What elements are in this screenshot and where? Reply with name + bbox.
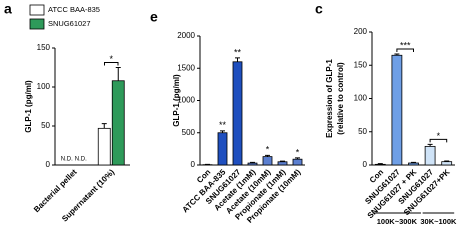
group-label: 100K~300K bbox=[377, 217, 418, 226]
legend-swatch bbox=[29, 4, 45, 16]
bar bbox=[292, 158, 303, 166]
significance-label: * bbox=[109, 54, 113, 64]
y-tick-label: 100 bbox=[354, 94, 368, 103]
error-bar bbox=[427, 143, 433, 147]
error-bar bbox=[444, 160, 450, 162]
error-bar bbox=[101, 123, 107, 129]
significance-label: * bbox=[266, 145, 270, 155]
error-bar bbox=[411, 161, 416, 164]
error-bar bbox=[115, 67, 121, 81]
y-tick-label: 50 bbox=[41, 121, 50, 130]
error-bar bbox=[295, 157, 300, 160]
bar bbox=[247, 162, 258, 166]
bar bbox=[391, 54, 403, 166]
bar bbox=[424, 145, 436, 166]
significance-label: * bbox=[296, 147, 300, 157]
y-tick-label: 500 bbox=[182, 128, 196, 137]
legend-label: SNUG61027 bbox=[48, 19, 91, 28]
y-tick-label: 1500 bbox=[177, 63, 195, 72]
significance-bracket bbox=[429, 138, 448, 143]
y-tick-label: 100 bbox=[37, 82, 51, 91]
y-tick-label: 0 bbox=[191, 160, 196, 169]
error-bar bbox=[265, 154, 270, 157]
bar bbox=[111, 80, 125, 166]
significance-label: * bbox=[437, 131, 441, 141]
error-bar bbox=[220, 130, 225, 133]
bar bbox=[262, 156, 273, 166]
panel-label: e bbox=[150, 9, 158, 25]
value-label: N.D. bbox=[75, 157, 87, 163]
y-tick-label: 200 bbox=[354, 27, 368, 36]
axis bbox=[371, 32, 455, 166]
significance-bracket bbox=[396, 48, 414, 52]
y-tick-label: 2000 bbox=[177, 31, 195, 40]
y-axis-label: GLP-1 (pg/ml) bbox=[24, 80, 33, 133]
panel-label: a bbox=[4, 1, 12, 17]
y-tick-label: 0 bbox=[363, 160, 368, 169]
axis bbox=[199, 36, 305, 166]
bar bbox=[217, 132, 228, 166]
y-axis-label: GLP-1 (pg/ml) bbox=[172, 74, 181, 127]
error-bar bbox=[377, 163, 383, 165]
bar bbox=[97, 127, 111, 166]
y-tick-label: 150 bbox=[37, 43, 51, 52]
significance-label: ** bbox=[219, 120, 227, 130]
y-tick-label: 150 bbox=[354, 60, 368, 69]
legend-swatch bbox=[29, 18, 45, 30]
group-label: 30K~100K bbox=[420, 217, 457, 226]
bar bbox=[441, 161, 453, 166]
panel-label: c bbox=[315, 1, 323, 17]
value-label: N.D. bbox=[61, 157, 73, 163]
error-bar bbox=[280, 160, 285, 162]
y-axis-label: (relative to control) bbox=[336, 62, 345, 135]
error-bar bbox=[394, 53, 400, 56]
significance-bracket bbox=[104, 62, 119, 66]
bar bbox=[277, 161, 288, 166]
error-bar bbox=[250, 161, 255, 164]
legend-label: ATCC BAA-835 bbox=[48, 5, 100, 14]
significance-label: ** bbox=[234, 47, 242, 57]
bar bbox=[408, 162, 419, 166]
bar bbox=[232, 61, 243, 166]
y-tick-label: 1000 bbox=[177, 96, 195, 105]
error-bar bbox=[235, 57, 240, 62]
y-tick-label: 50 bbox=[358, 127, 367, 136]
y-axis-label: Expression of GLP-1 bbox=[325, 59, 334, 138]
bar bbox=[374, 163, 386, 166]
y-tick-label: 0 bbox=[46, 160, 51, 169]
significance-label: *** bbox=[400, 40, 411, 50]
